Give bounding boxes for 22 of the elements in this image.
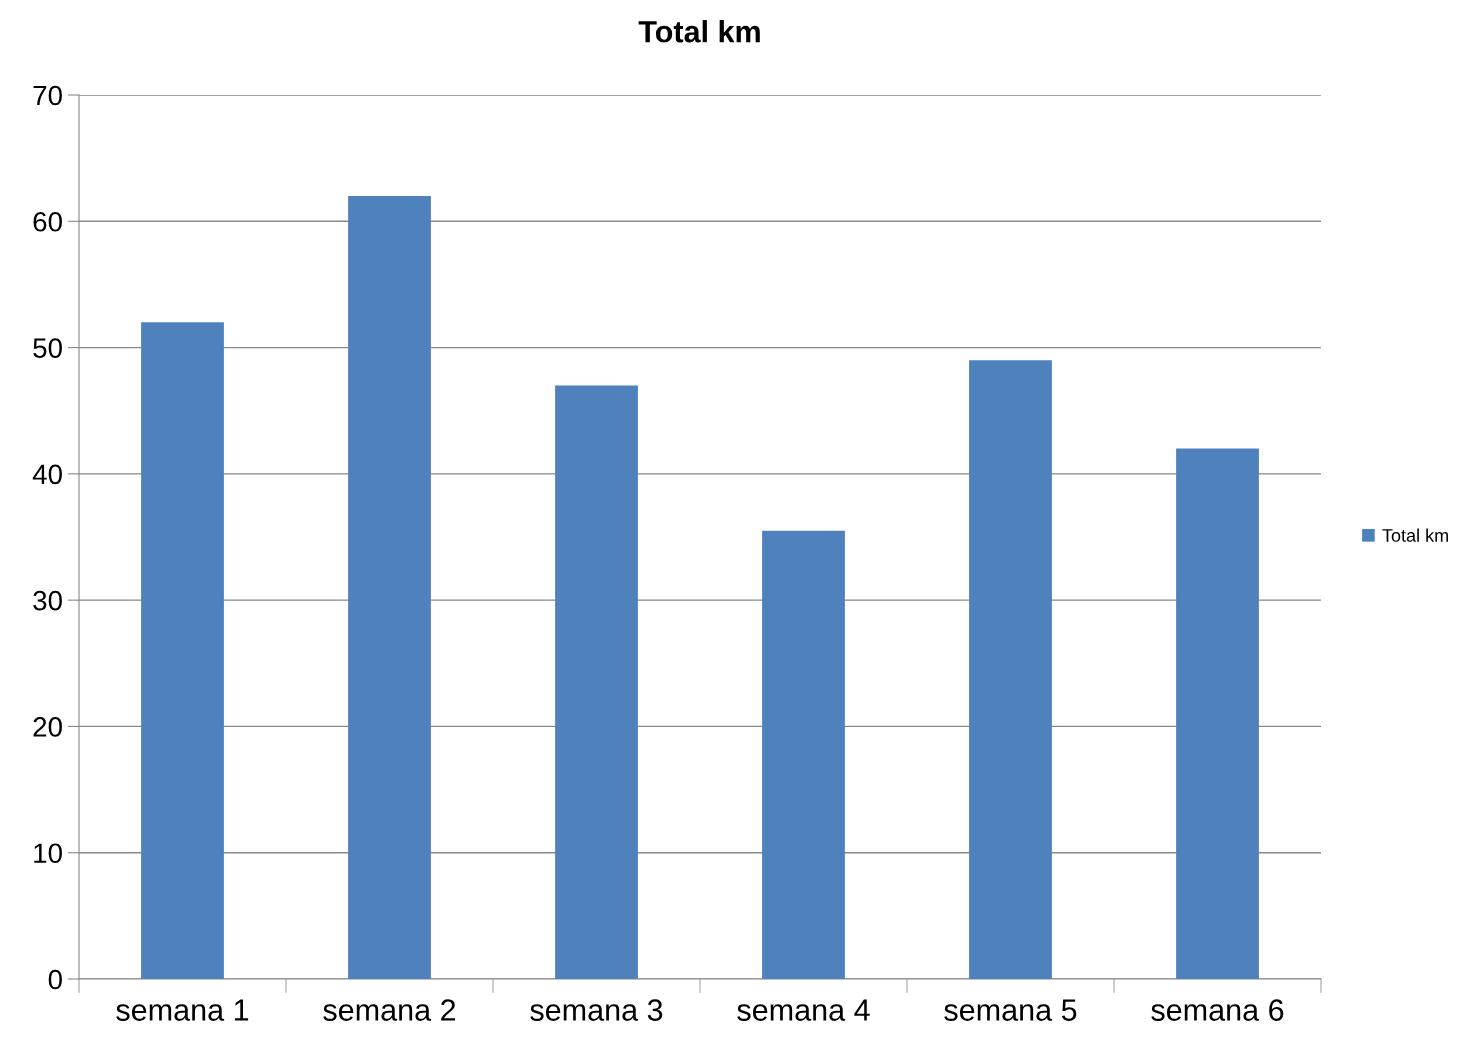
bar [141, 322, 224, 979]
y-tick-label: 30 [33, 590, 62, 611]
bar [555, 385, 638, 979]
x-tick-label: semana 1 [116, 999, 249, 1021]
x-tick-label: semana 4 [737, 999, 870, 1021]
x-tick-label: semana 5 [944, 999, 1077, 1021]
bar [1176, 448, 1259, 979]
y-tick-label: 60 [33, 211, 62, 232]
bar [969, 360, 1052, 979]
y-tick-label: 10 [34, 843, 62, 864]
chart-title: Total km [638, 20, 760, 43]
y-tick-label: 70 [33, 85, 62, 106]
x-tick-label: semana 2 [323, 999, 456, 1021]
y-tick-label: 50 [33, 338, 62, 358]
x-tick-label: semana 3 [530, 999, 663, 1021]
bar [348, 196, 431, 979]
x-tick-label: semana 6 [1151, 999, 1284, 1021]
y-tick-label: 0 [48, 969, 62, 990]
y-tick-label: 40 [32, 464, 62, 485]
bar [762, 530, 845, 979]
y-tick-label: 20 [33, 717, 62, 737]
legend-label: Total km [1382, 528, 1448, 542]
